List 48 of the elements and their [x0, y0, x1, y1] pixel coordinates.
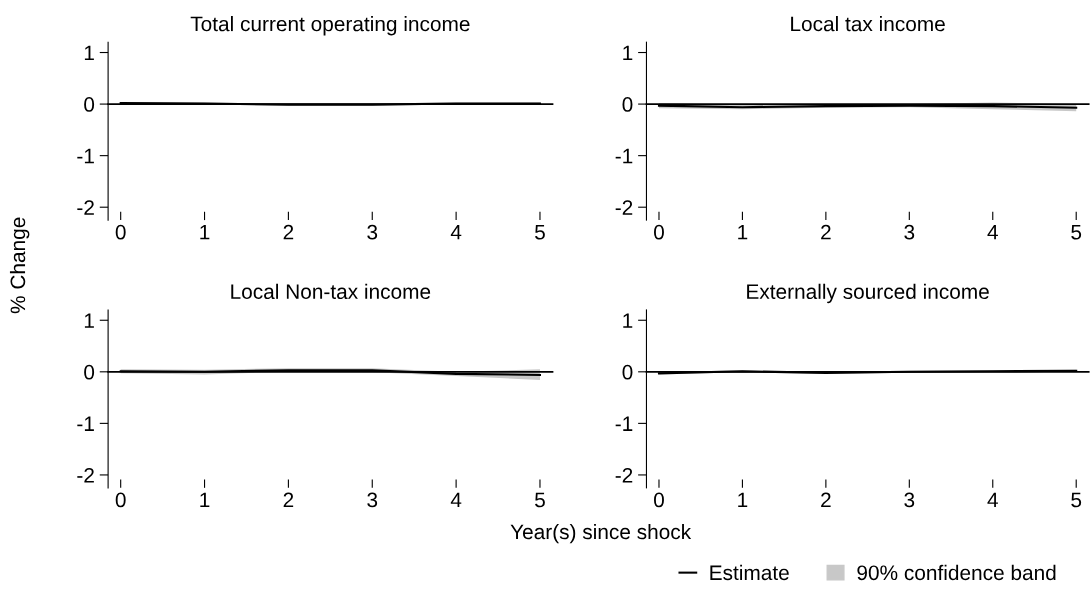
y-tick-label: -2	[615, 200, 633, 215]
chart-title: Total current operating income	[190, 16, 470, 36]
y-tick-label: -1	[615, 416, 633, 431]
y-tick-label: 0	[84, 97, 95, 112]
x-tick-label: 5	[1071, 492, 1082, 508]
y-tick-label: 1	[84, 45, 94, 61]
x-tick-label: 1	[738, 225, 748, 240]
x-tick-label: 0	[115, 492, 126, 508]
x-tick-label: 0	[654, 492, 664, 508]
y-tick-label: 0	[622, 364, 633, 380]
x-tick-label: 0	[115, 224, 126, 240]
y-axis-title: % Change	[9, 217, 30, 314]
x-tick-label: 1	[738, 492, 748, 508]
x-tick-label: 0	[654, 224, 664, 240]
x-tick-label: 4	[450, 225, 462, 240]
legend-label: Estimate	[710, 564, 789, 581]
y-tick-label: -2	[77, 467, 94, 483]
y-tick-label: -2	[615, 467, 633, 483]
x-tick-label: 4	[987, 225, 998, 240]
y-tick-label: -1	[77, 148, 94, 164]
y-tick-label: 0	[622, 97, 633, 112]
x-tick-label: 5	[535, 492, 545, 508]
y-tick-label: 1	[623, 313, 633, 328]
y-tick-label: -1	[615, 148, 633, 164]
x-axis-title: Year(s) since shock	[510, 523, 692, 544]
x-tick-label: 4	[987, 492, 998, 508]
x-tick-label: 5	[1071, 225, 1082, 240]
x-tick-label: 3	[367, 492, 378, 508]
x-tick-label: 2	[283, 224, 294, 240]
text: 90% confidence band	[857, 564, 1056, 581]
x-tick-label: 2	[821, 224, 831, 240]
x-tick-label: 4	[450, 492, 462, 508]
y-tick-label: 1	[623, 45, 633, 61]
chart-title: Local tax income	[791, 16, 945, 32]
x-tick-label: 3	[904, 224, 915, 240]
x-tick-label: 1	[200, 225, 210, 240]
x-tick-label: 1	[200, 492, 210, 508]
x-tick-label: 3	[367, 224, 378, 240]
chart-title: Local Non-tax income	[231, 283, 431, 300]
y-tick-label: 0	[84, 364, 95, 380]
y-tick-label: 1	[84, 313, 94, 328]
x-tick-label: 5	[535, 225, 545, 240]
y-tick-label: -1	[77, 416, 94, 431]
x-tick-label: 3	[904, 492, 915, 508]
x-tick-label: 2	[821, 492, 831, 508]
x-tick-label: 2	[283, 492, 294, 508]
chart-title: Externally sourced income	[747, 283, 989, 304]
y-tick-label: -2	[77, 200, 94, 215]
